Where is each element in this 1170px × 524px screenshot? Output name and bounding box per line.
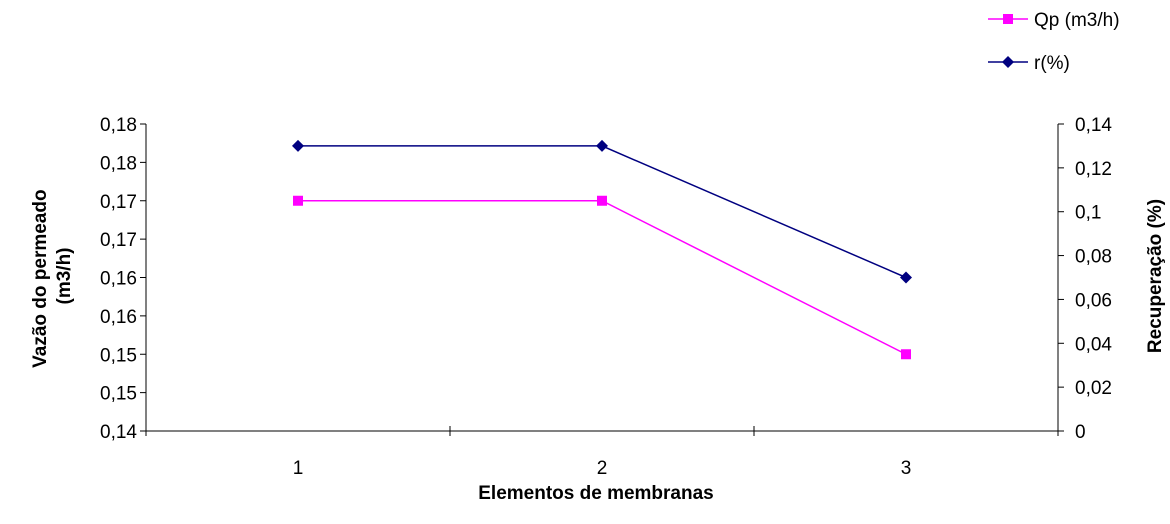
legend-entry-2: r(%) (988, 53, 1070, 74)
right-y-tick-label: 0,08 (1075, 247, 1112, 268)
left-y-tick-label: 0,18 (100, 115, 137, 136)
series-2-line (298, 145, 907, 279)
right-y-tick-label: 0,04 (1075, 334, 1112, 355)
right-y-axis-title: Recuperação (%) (1145, 199, 1166, 353)
series-1-point (597, 195, 607, 206)
right-y-tick-label: 0,12 (1075, 159, 1112, 180)
legend-label: r(%) (1034, 53, 1070, 74)
series-2-point (596, 139, 608, 152)
plot-series (292, 139, 912, 360)
x-tick-label: 1 (293, 458, 304, 479)
legend-entry-1: Qp (m3/h) (988, 10, 1120, 31)
left-y-tick-label: 0,17 (100, 192, 137, 213)
right-y-tick-label: 0,1 (1075, 203, 1101, 224)
axes: 0,14 0,15 0,15 0,16 0,16 0,17 0,17 0,18 0,18 0 0,0… (100, 115, 1112, 479)
x-tick-label: 2 (597, 458, 608, 479)
left-y-axis-title-line-1: Vazão do permeado (30, 189, 51, 367)
left-y-axis-title-line-2: (m3/h) (54, 248, 75, 305)
legend-label: Qp (m3/h) (1034, 10, 1120, 31)
series-1-point (901, 349, 911, 360)
legend-swatch-marker (1002, 56, 1014, 68)
series-2-point (900, 271, 912, 284)
legend-swatch-marker (1003, 14, 1013, 24)
series-1-point (293, 195, 303, 206)
left-y-tick-label: 0,17 (100, 230, 137, 251)
legend: Qp (m3/h) r(%) (988, 10, 1120, 74)
left-y-tick-label: 0,15 (100, 345, 137, 366)
series-1-line (298, 200, 907, 355)
left-y-tick-label: 0,16 (100, 269, 137, 290)
series-2 (292, 139, 912, 284)
right-y-tick-label: 0,14 (1075, 115, 1112, 136)
right-y-tick-label: 0,02 (1075, 378, 1112, 399)
left-y-axis-title: Vazão do permeado (m3/h) (30, 184, 75, 368)
left-y-tick-label: 0,15 (100, 384, 137, 405)
right-y-tick-label: 0 (1075, 422, 1086, 443)
series-1 (293, 195, 911, 360)
x-tick-label: 3 (901, 458, 912, 479)
left-y-tick-label: 0,14 (100, 422, 137, 443)
x-axis-title: Elementos de membranas (478, 483, 713, 504)
series-2-point (292, 139, 304, 152)
left-y-tick-label: 0,18 (100, 153, 137, 174)
left-y-tick-label: 0,16 (100, 307, 137, 328)
right-y-tick-label: 0,06 (1075, 290, 1112, 311)
